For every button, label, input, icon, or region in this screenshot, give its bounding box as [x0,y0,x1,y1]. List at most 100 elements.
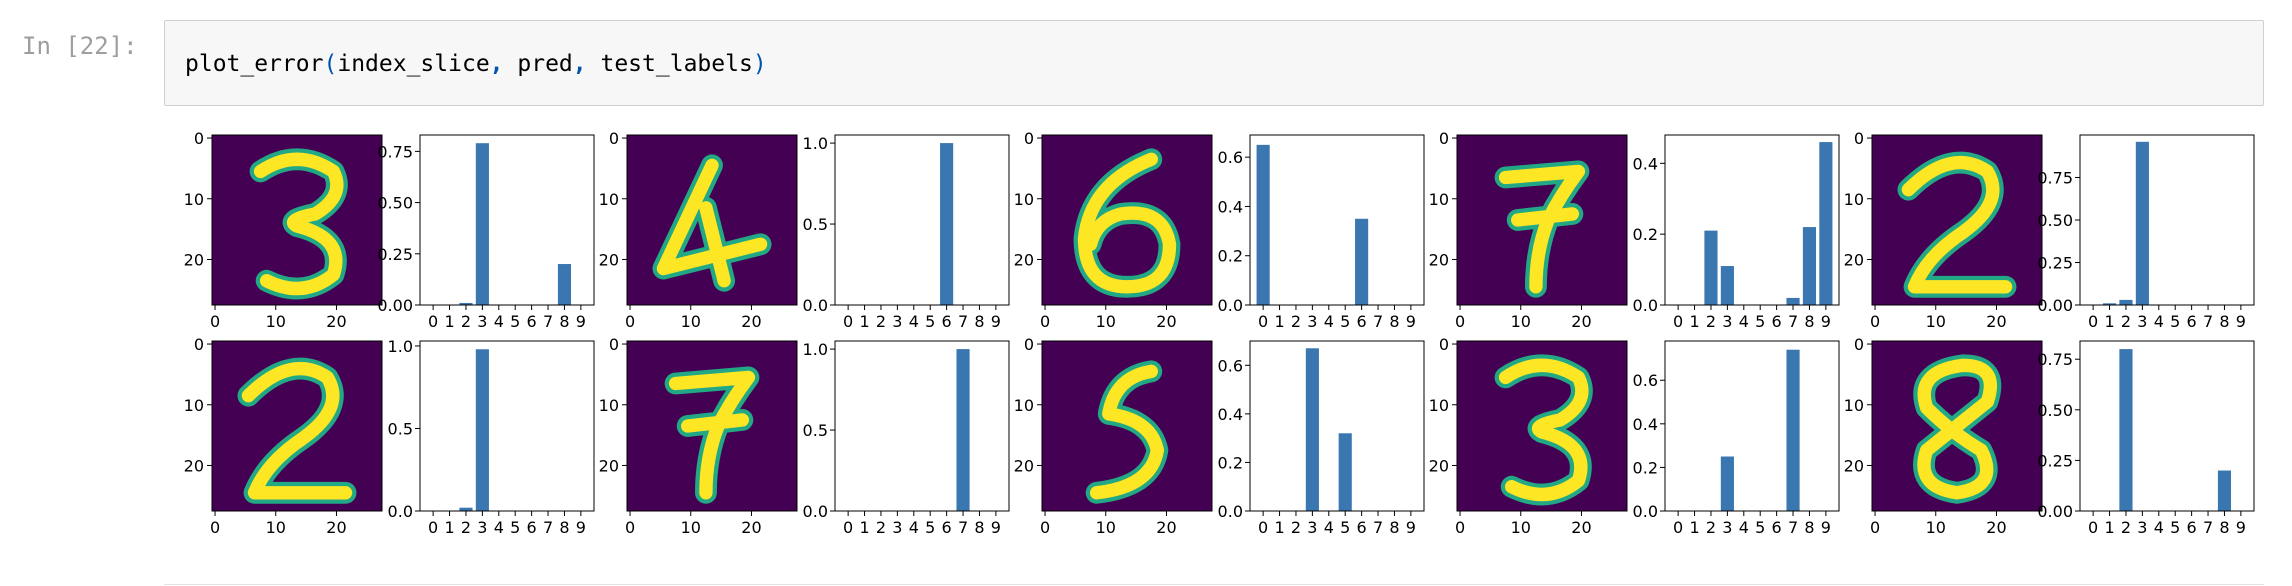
bar-y-tick-label: 0.75 [2037,169,2073,188]
digit-glyph-stroke [1077,152,1177,294]
bar-y-tick-label: 0.50 [2037,211,2073,230]
bar-x-tick-label: 5 [925,312,935,331]
code-line: plot_error(index_slice, pred, test_label… [185,51,767,77]
bar-x-tick-label: 5 [510,312,520,331]
bar-x-tick-label: 9 [1406,312,1416,331]
code-cell-input[interactable]: plot_error(index_slice, pred, test_label… [164,20,2264,106]
image-x-tick-label: 20 [1156,312,1176,331]
bar-chart-frame [2079,134,2255,306]
bar-y-tick-label: 0.2 [1633,458,1658,477]
bar-x-tick-label: 1 [444,312,454,331]
digit-glyph [652,154,772,292]
probability-bar [1355,218,1369,305]
bar-chart-frame [1249,340,1425,512]
cell-prompt: In [22]: [22,32,138,60]
bar-x-tick-label: 0 [843,518,853,537]
digit-glyph [1494,160,1590,298]
bar-x-tick-label: 6 [942,312,952,331]
bar-x-tick-label: 4 [2154,518,2164,537]
bar-x-tick-label: 3 [477,518,487,537]
bar-y-tick-label: 0.4 [1218,197,1243,216]
code-arg-pred: pred [503,51,573,77]
image-x-tick-label: 10 [681,312,701,331]
digit-glyph-stroke [1901,156,2013,294]
bar-x-tick-label: 0 [1673,312,1683,331]
bar-y-tick-label: 0.00 [2037,296,2073,315]
bar-x-tick-label: 9 [991,518,1001,537]
bar-x-tick-label: 5 [1755,312,1765,331]
image-y-tick-label: 0 [609,335,619,354]
bar-y-tick-label: 0.6 [1633,371,1658,390]
image-y-tick-label: 10 [1429,396,1449,415]
code-arg-index-slice: index_slice [337,51,490,77]
bar-x-tick-label: 0 [843,312,853,331]
bar-x-tick-label: 0 [2088,312,2098,331]
image-x-tick-label: 0 [1455,518,1465,537]
image-y-tick-label: 10 [1014,190,1034,209]
bar-x-tick-label: 0 [1258,312,1268,331]
bar-x-tick-label: 9 [991,312,1001,331]
bar-x-tick-label: 1 [1274,518,1284,537]
image-y-tick-label: 0 [1439,335,1449,354]
bar-x-tick-label: 4 [1324,312,1334,331]
bar-x-tick-label: 0 [428,312,438,331]
bar-x-tick-label: 8 [559,312,569,331]
image-x-tick-label: 20 [741,312,761,331]
image-x-tick-label: 20 [1571,312,1591,331]
image-y-tick-label: 20 [1014,456,1034,475]
bar-x-tick-label: 2 [876,518,886,537]
image-x-tick-label: 0 [1870,518,1880,537]
bar-x-tick-label: 2 [1291,518,1301,537]
image-x-tick-label: 10 [1096,518,1116,537]
probability-bar-chart: 0 1 2 3 4 5 6 7 8 9 0.00 0.25 0.50 0.75 [2037,134,2255,331]
bar-x-tick-label: 5 [1340,312,1350,331]
probability-bar [2119,299,2133,305]
code-arg-test-labels: test_labels [586,51,753,77]
digit-image-panel: 0 0 10 10 20 20 [1014,335,1213,537]
bar-x-tick-label: 8 [2219,518,2229,537]
image-y-tick-label: 10 [599,190,619,209]
bar-chart-frame [1664,340,1840,512]
digit-glyph [249,148,348,300]
bar-chart-frame [1249,134,1425,306]
bar-x-tick-label: 1 [859,518,869,537]
bar-x-tick-label: 9 [1821,312,1831,331]
bar-x-tick-label: 2 [2121,518,2131,537]
digit-glyph-stroke [1089,364,1165,500]
probability-bar-chart: 0 1 2 3 4 5 6 7 8 9 0.00 0.25 0.50 0.75 [377,134,595,331]
image-x-tick-label: 0 [210,312,220,331]
code-comma: , [572,51,587,77]
bar-chart-frame [834,340,1010,512]
bar-x-tick-label: 8 [559,518,569,537]
digit-image-panel: 0 0 10 10 20 20 [184,129,383,331]
image-x-tick-label: 0 [1455,312,1465,331]
digit-image-panel: 0 0 10 10 20 20 [1844,335,2043,537]
bar-y-tick-label: 0.4 [1633,154,1658,173]
image-y-tick-label: 0 [194,129,204,148]
digit-image-frame [1456,134,1628,306]
bar-y-tick-label: 0.50 [377,194,413,213]
probability-bar [475,143,489,305]
bar-x-tick-label: 2 [1706,518,1716,537]
probability-bar [956,349,970,511]
image-x-tick-label: 10 [266,312,286,331]
bar-x-tick-label: 2 [1706,312,1716,331]
bar-y-tick-label: 0.0 [1218,296,1243,315]
image-x-tick-label: 0 [625,518,635,537]
image-y-tick-label: 20 [1014,250,1034,269]
image-x-tick-label: 10 [266,518,286,537]
probability-bar [459,507,473,511]
bar-y-tick-label: 0.25 [377,245,413,264]
image-y-tick-label: 10 [1844,190,1864,209]
bar-x-tick-label: 0 [1673,518,1683,537]
image-x-tick-label: 10 [1096,312,1116,331]
digit-glyph [1897,151,2017,298]
image-x-tick-label: 0 [210,518,220,537]
bar-x-tick-label: 1 [2104,518,2114,537]
